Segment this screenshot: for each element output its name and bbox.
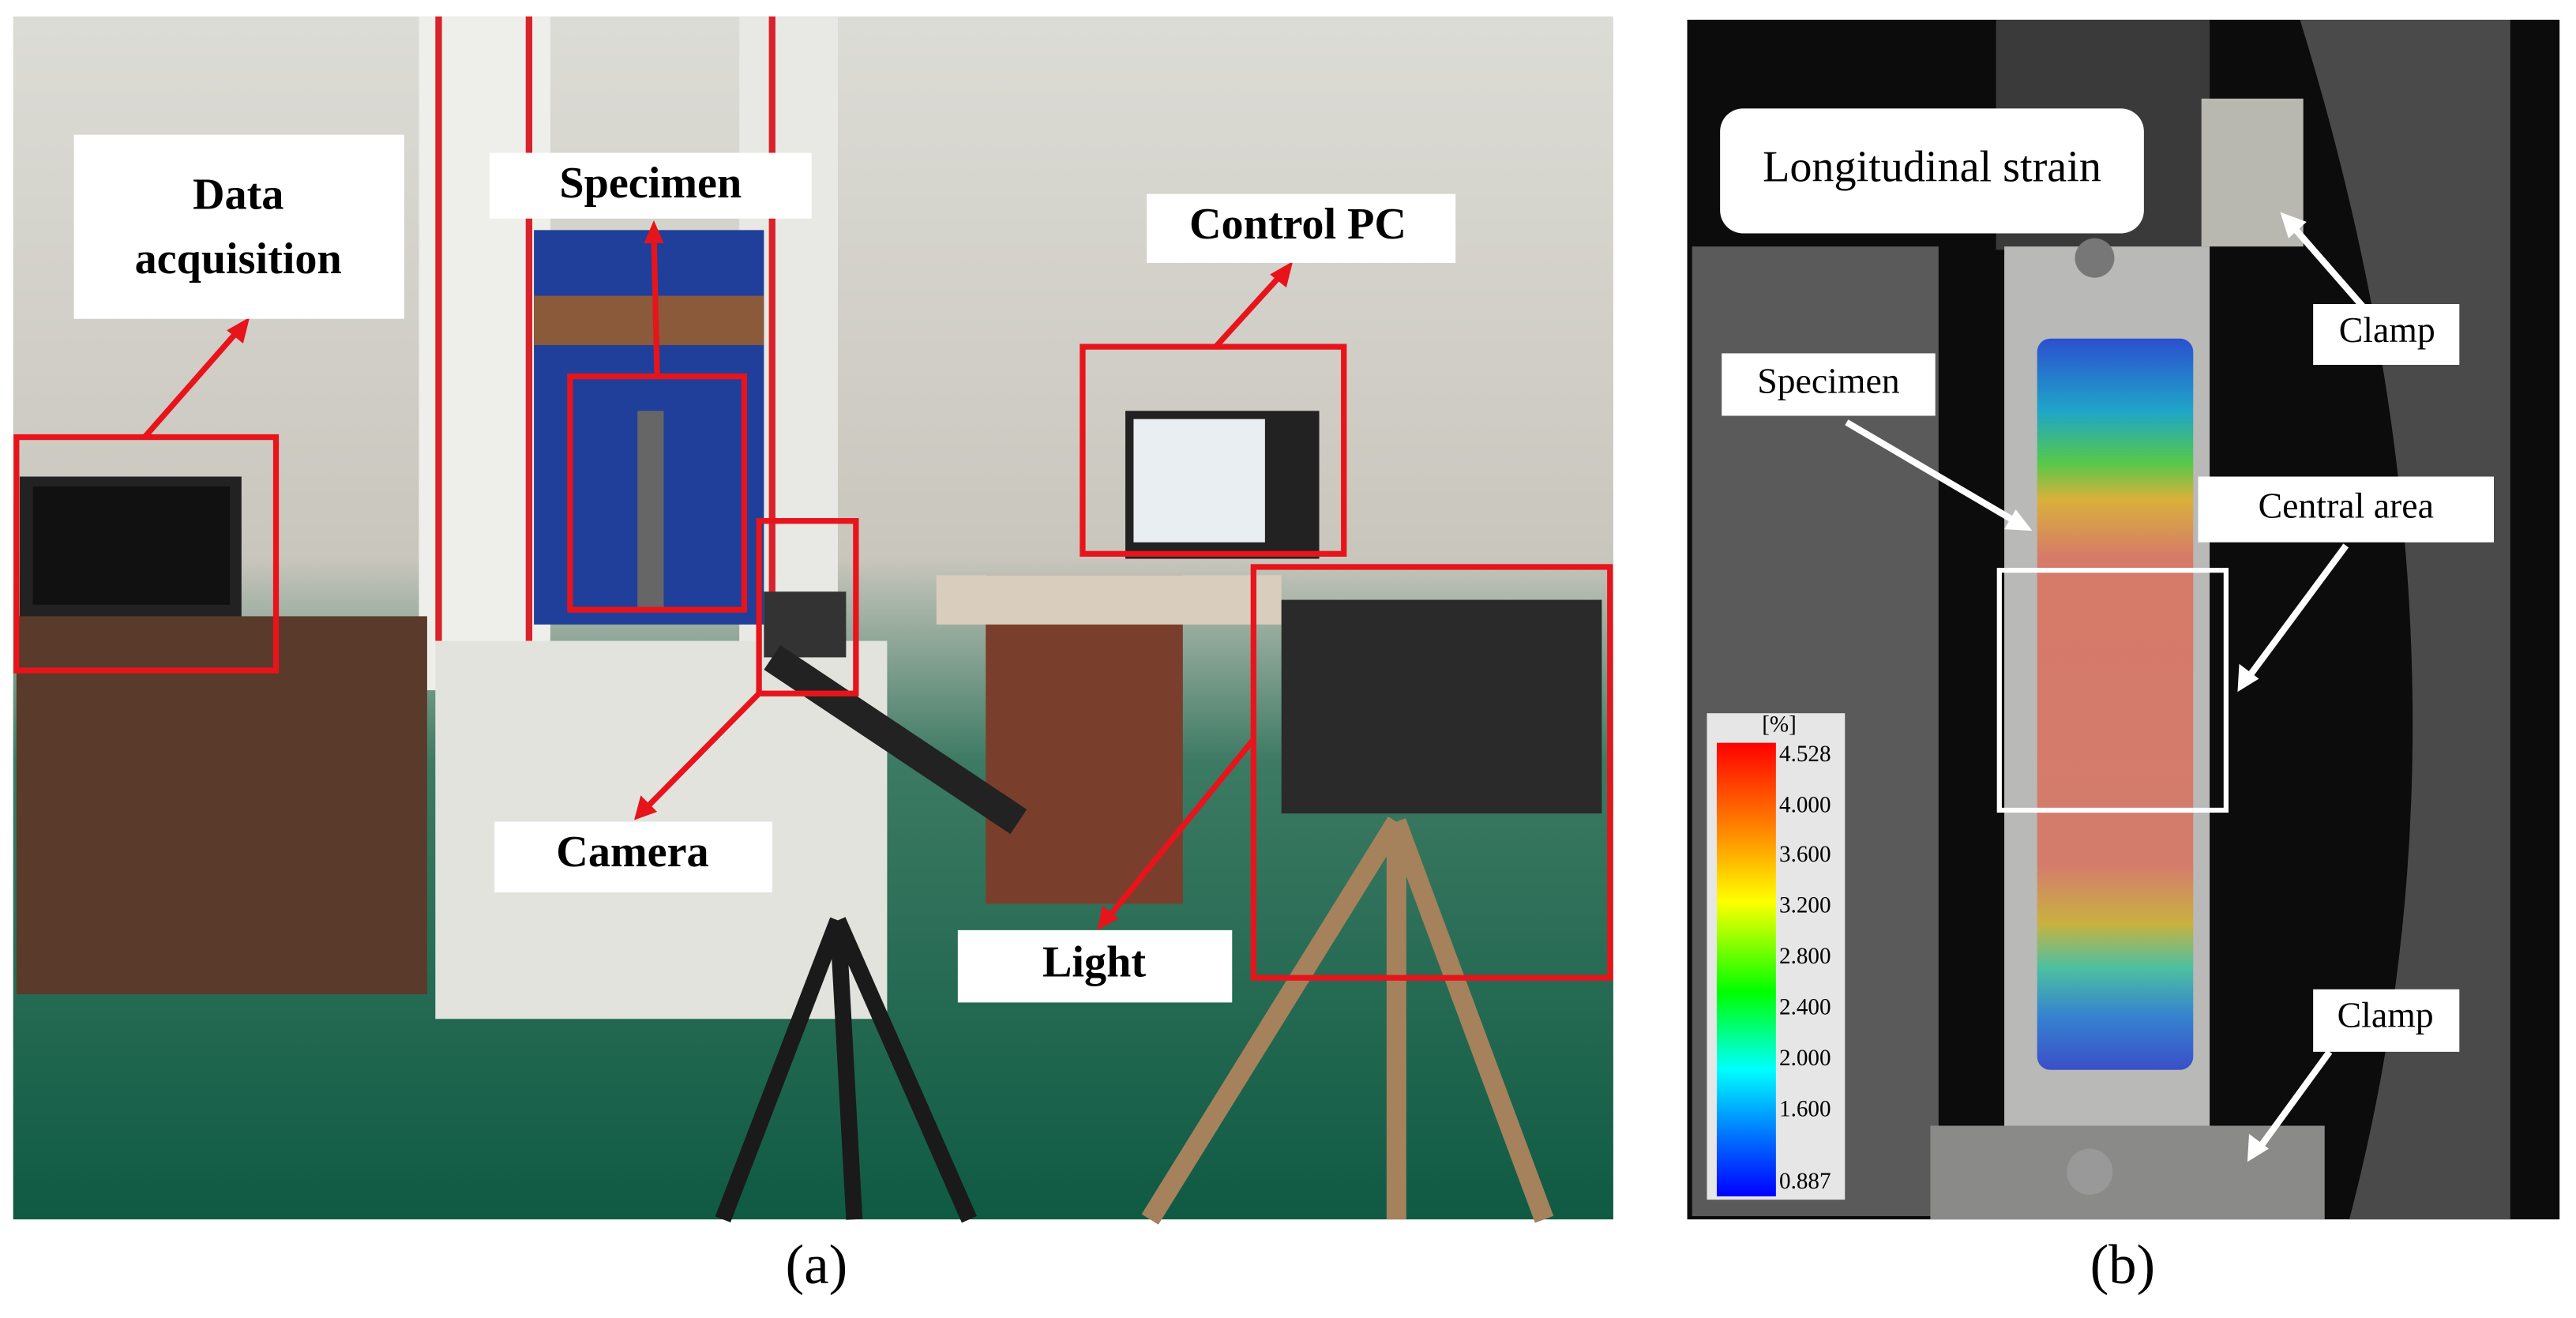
- arrow: [2289, 223, 2374, 318]
- label: Light: [1042, 938, 1146, 987]
- label: Clamp: [2338, 995, 2434, 1035]
- label-box: [957, 929, 1233, 1003]
- colorbar-tick-label: 2.400: [1779, 994, 1831, 1019]
- frame: [1080, 344, 1347, 557]
- arrow: [643, 691, 761, 811]
- frame: [756, 518, 859, 697]
- colorbar-tick-label: 3.600: [1779, 842, 1831, 867]
- colorbar-unit: [%]: [1762, 712, 1797, 738]
- label-box: [1722, 353, 1936, 416]
- region-frame: [1996, 568, 2229, 813]
- colorbar-tick-label: 4.000: [1779, 792, 1831, 817]
- arrowhead: [227, 317, 250, 344]
- label: Control PC: [1189, 200, 1406, 249]
- arrow: [2244, 543, 2349, 681]
- label: Specimen: [1757, 360, 1900, 400]
- label-box: [489, 152, 812, 219]
- caption: (b): [2090, 1234, 2155, 1296]
- frame: [1250, 564, 1613, 981]
- caption: (a): [786, 1234, 848, 1296]
- label: Central area: [2259, 486, 2434, 526]
- annotations-a: Data acquisition Specimen Control PC Cam…: [13, 134, 1613, 1003]
- label: Specimen: [559, 159, 742, 208]
- colorbar-tick-label: 0.887: [1779, 1169, 1831, 1194]
- label: Camera: [556, 828, 708, 877]
- arrowhead: [2004, 509, 2033, 531]
- label-box: [73, 134, 404, 319]
- label: Clamp: [2339, 310, 2435, 350]
- label-box: [2313, 303, 2460, 365]
- arrow: [1845, 419, 2019, 526]
- arrowhead: [634, 795, 658, 820]
- colorbar-tick-label: 3.200: [1779, 892, 1831, 918]
- arrowhead: [644, 220, 664, 243]
- colorbar-tick-label: 2.000: [1779, 1046, 1831, 1071]
- label-box: [494, 821, 772, 893]
- label: Data: [193, 171, 284, 220]
- arrow: [1213, 272, 1284, 349]
- arrowhead: [2280, 212, 2307, 238]
- label: Longitudinal strain: [1763, 142, 2101, 191]
- arrowhead: [1097, 905, 1119, 930]
- arrow: [2256, 1050, 2333, 1151]
- label-box: [1720, 108, 2144, 234]
- colorbar: [1716, 742, 1776, 1197]
- arrowhead: [2247, 1133, 2269, 1162]
- colorbar-tick-label: 2.800: [1779, 944, 1831, 969]
- colorbar-tick-label: 4.528: [1779, 742, 1831, 767]
- label-box: [2198, 476, 2494, 543]
- arrowhead: [1270, 261, 1294, 288]
- arrow: [651, 235, 660, 377]
- arrow: [142, 326, 242, 439]
- colorbar-ticks: 4.528 4.000 3.600 3.200 2.800 2.400 2.000 1.600…: [1779, 742, 1831, 1194]
- arrowhead: [2237, 663, 2259, 693]
- colorbar-tick-label: 1.600: [1779, 1096, 1831, 1121]
- label-box: [1147, 193, 1456, 263]
- label: acquisition: [135, 235, 342, 284]
- annotations-b: Longitudinal strain Clamp Specimen Centr…: [1707, 108, 2494, 1200]
- label-box: [2313, 989, 2460, 1052]
- arrow: [1105, 738, 1256, 921]
